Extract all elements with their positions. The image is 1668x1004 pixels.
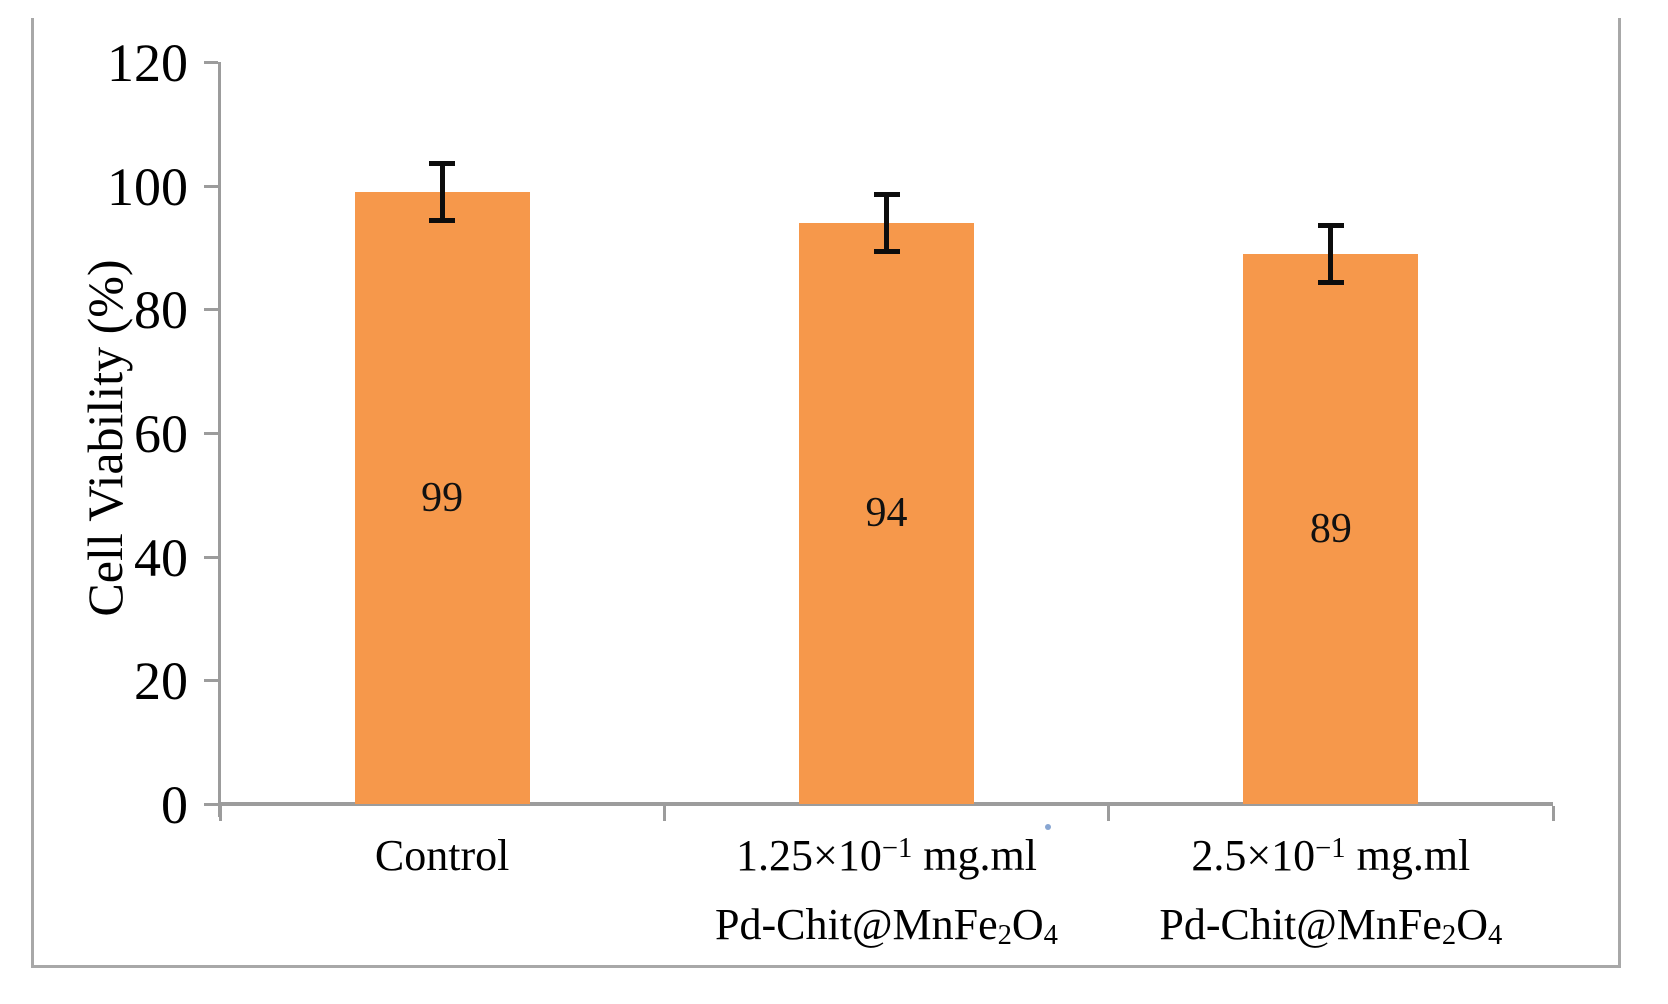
- error-bar-cap: [429, 217, 456, 223]
- bar: [1243, 253, 1419, 804]
- bar-value-label: 99: [421, 474, 464, 521]
- y-tick-label: 80: [134, 280, 188, 341]
- y-tick-label: 120: [107, 33, 188, 93]
- bar: [799, 222, 974, 804]
- y-tick-label: 100: [107, 156, 188, 217]
- x-category-label: Control: [207, 824, 677, 887]
- error-bar-cap: [873, 191, 900, 197]
- bar-value-label: 94: [865, 490, 908, 537]
- error-bar-cap: [1317, 279, 1344, 285]
- y-tick-label: 40: [134, 527, 188, 588]
- x-tick-mark: [662, 806, 666, 821]
- x-category-label-line: Pd-Chit@MnFe2O4: [715, 900, 1058, 952]
- y-tick-label: 60: [134, 404, 188, 464]
- x-category-label-line: Control: [374, 831, 510, 880]
- x-category-label: 1.25×10−1 mg.ml Pd-Chit@MnFe2O4: [652, 824, 1122, 962]
- y-tick-mark: [204, 803, 218, 806]
- error-bar-cap: [429, 160, 456, 166]
- x-axis-line: [218, 802, 1553, 806]
- y-tick-mark: [204, 679, 218, 683]
- error-bar-cap: [1317, 222, 1344, 228]
- y-tick-mark: [204, 61, 218, 64]
- x-category-label: 2.5×10−1 mg.ml Pd-Chit@MnFe2O4: [1096, 824, 1566, 962]
- y-tick-label: 0: [161, 775, 188, 835]
- error-bar-cap: [873, 248, 900, 254]
- error-bar: [1317, 222, 1344, 285]
- bar: [354, 191, 530, 804]
- x-category-label-line: Pd-Chit@MnFe2O4: [1159, 900, 1503, 952]
- y-tick-mark: [204, 308, 218, 312]
- y-tick-mark: [204, 555, 218, 559]
- y-tick-label: 20: [134, 651, 188, 712]
- error-bar-stem: [1328, 222, 1334, 285]
- y-tick-mark: [204, 184, 218, 188]
- error-bar-stem: [884, 191, 889, 254]
- x-category-label-line: 2.5×10−1 mg.ml: [1191, 831, 1471, 880]
- bar-value-label: 89: [1309, 505, 1352, 552]
- x-category-label-line: 1.25×10−1 mg.ml: [736, 831, 1037, 880]
- x-tick-mark: [218, 806, 222, 821]
- x-tick-mark: [1551, 806, 1555, 821]
- x-tick-mark: [1107, 806, 1111, 821]
- stray-dot-artifact: [1045, 824, 1051, 830]
- chart-outer-frame: [31, 18, 1621, 968]
- error-bar: [873, 191, 900, 254]
- error-bar-stem: [439, 160, 445, 223]
- error-bar: [429, 160, 456, 223]
- y-tick-mark: [204, 432, 218, 435]
- y-axis-line: [218, 62, 221, 817]
